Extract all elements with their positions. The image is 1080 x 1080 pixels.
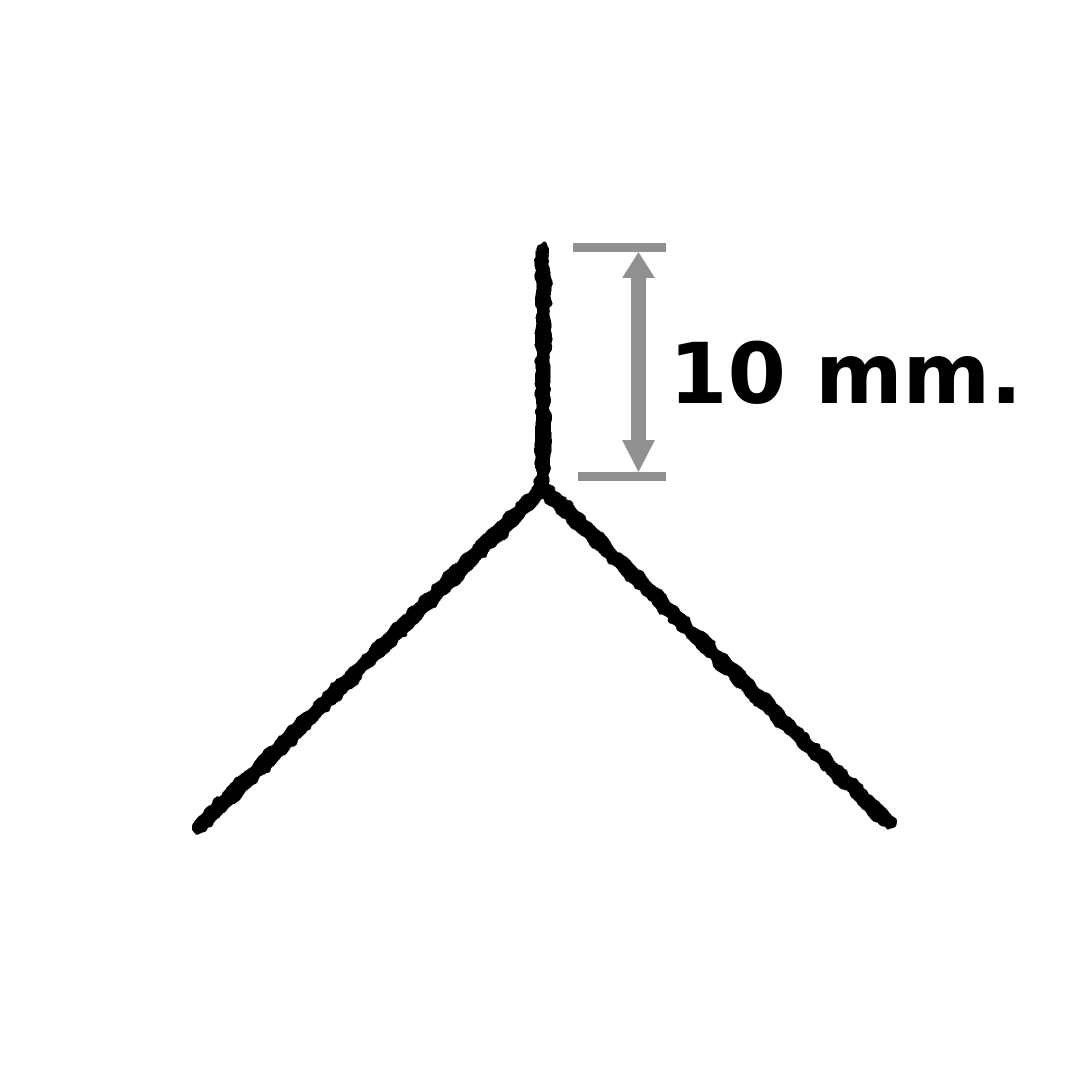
- dimension-shaft: [631, 272, 646, 444]
- dimension-arrow-down-icon: [622, 440, 655, 472]
- dimension-indicator: [573, 243, 666, 481]
- dimension-arrow-up-icon: [622, 252, 655, 278]
- dimension-top-tick: [573, 243, 666, 252]
- angle-profile: [192, 242, 896, 834]
- profile-left-leg: [192, 480, 551, 834]
- dimension-label: 10 mm.: [669, 325, 1022, 423]
- profile-right-leg: [535, 480, 896, 830]
- dimension-bottom-tick: [578, 472, 666, 481]
